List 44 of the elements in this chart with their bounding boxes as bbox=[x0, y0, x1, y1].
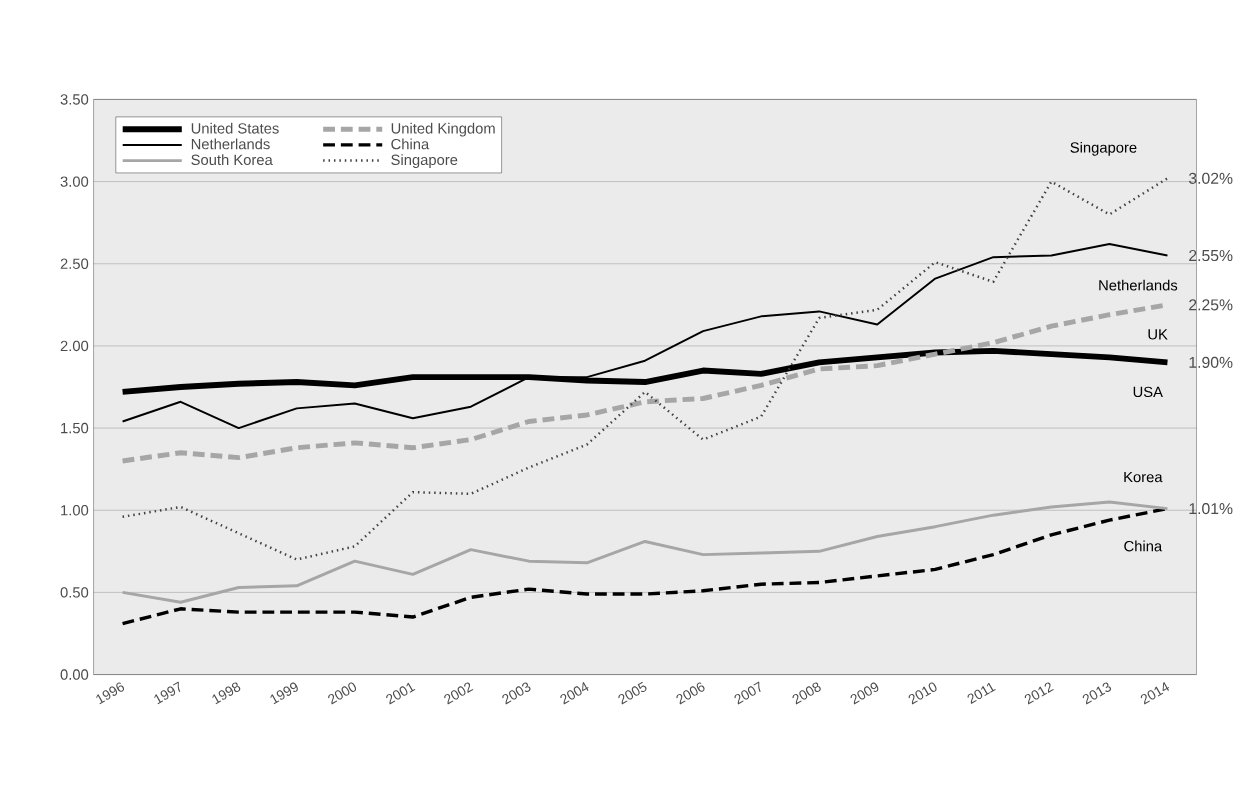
x-tick-label: 2005 bbox=[618, 682, 647, 705]
x-tick-label: 1996 bbox=[96, 682, 125, 705]
x-tick-label: 2002 bbox=[444, 682, 474, 705]
x-tick-label: 2014 bbox=[1140, 682, 1170, 705]
x-tick-label: 2010 bbox=[908, 682, 937, 705]
x-tick-label: 1998 bbox=[212, 682, 241, 705]
x-tick-label: 2003 bbox=[502, 682, 531, 705]
x-tick-label: 2000 bbox=[328, 682, 357, 705]
legend-label: South Korea bbox=[191, 154, 273, 166]
annotation: China bbox=[1124, 540, 1163, 552]
annotation: 2.55% bbox=[1189, 250, 1233, 262]
line-series bbox=[121, 500, 1169, 604]
annotation: 1.01% bbox=[1189, 503, 1233, 515]
y-tick-label: 3.50 bbox=[60, 94, 89, 105]
annotation: 3.02% bbox=[1188, 172, 1233, 185]
y-tick-label: 1.00 bbox=[61, 505, 89, 516]
y-tick-label: 1.50 bbox=[61, 423, 89, 434]
x-tick-label: 2001 bbox=[386, 682, 416, 705]
annotation: Korea bbox=[1124, 472, 1163, 483]
legend-label: United Kingdom bbox=[391, 123, 495, 137]
annotation: 1.90% bbox=[1189, 357, 1233, 369]
y-tick-label: 0.00 bbox=[60, 669, 89, 681]
legend-label: Netherlands bbox=[191, 138, 270, 150]
annotation: UK bbox=[1148, 329, 1168, 340]
y-tick-label: 2.00 bbox=[60, 340, 89, 352]
legend-label: China bbox=[391, 138, 430, 150]
annotation: Singapore bbox=[1070, 142, 1137, 156]
x-tick-label: 2006 bbox=[676, 682, 705, 705]
legend-label: Singapore bbox=[391, 154, 458, 169]
annotation: 2.25% bbox=[1189, 299, 1233, 311]
x-tick-label: 2011 bbox=[967, 682, 996, 705]
x-tick-label: 2012 bbox=[1024, 682, 1054, 705]
y-tick-label: 0.50 bbox=[60, 587, 89, 598]
x-tick-label: 1997 bbox=[154, 681, 181, 705]
annotation: USA bbox=[1133, 386, 1163, 398]
legend-label: United States bbox=[191, 123, 279, 134]
x-tick-label: 2009 bbox=[850, 682, 879, 705]
x-tick-label: 2013 bbox=[1082, 682, 1112, 705]
x-tick-label: 2004 bbox=[560, 682, 589, 705]
y-tick-label: 2.50 bbox=[60, 258, 89, 270]
x-tick-label: 1999 bbox=[270, 682, 298, 705]
y-tick-label: 3.00 bbox=[60, 176, 89, 188]
x-tick-label: 2008 bbox=[792, 682, 821, 705]
annotation: Netherlands bbox=[1099, 279, 1178, 291]
